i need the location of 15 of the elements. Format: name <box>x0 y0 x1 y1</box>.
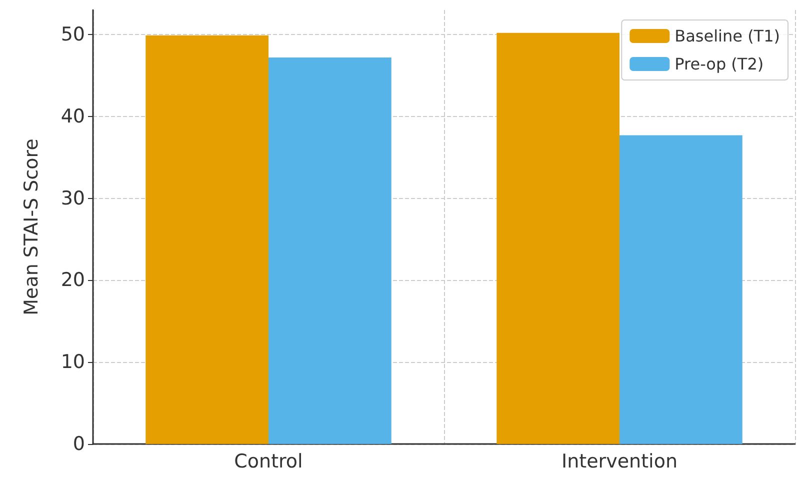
y-tick-label: 10 <box>60 351 85 374</box>
y-tick-label: 20 <box>60 269 85 292</box>
y-axis-title: Mean STAI-S Score <box>20 138 42 316</box>
bar <box>496 32 620 444</box>
bar <box>146 35 268 444</box>
legend-label: Pre-op (T2) <box>674 54 764 74</box>
y-tick-label: 50 <box>60 24 85 46</box>
y-tick-label: 40 <box>60 105 85 128</box>
y-tick-label: 30 <box>60 187 85 210</box>
x-tick-label: Intervention <box>562 450 678 472</box>
legend-label: Baseline (T1) <box>674 26 780 46</box>
bar <box>268 57 392 444</box>
x-tick-label: Control <box>234 450 303 472</box>
bar <box>620 135 742 444</box>
y-tick-label: 0 <box>72 433 85 455</box>
